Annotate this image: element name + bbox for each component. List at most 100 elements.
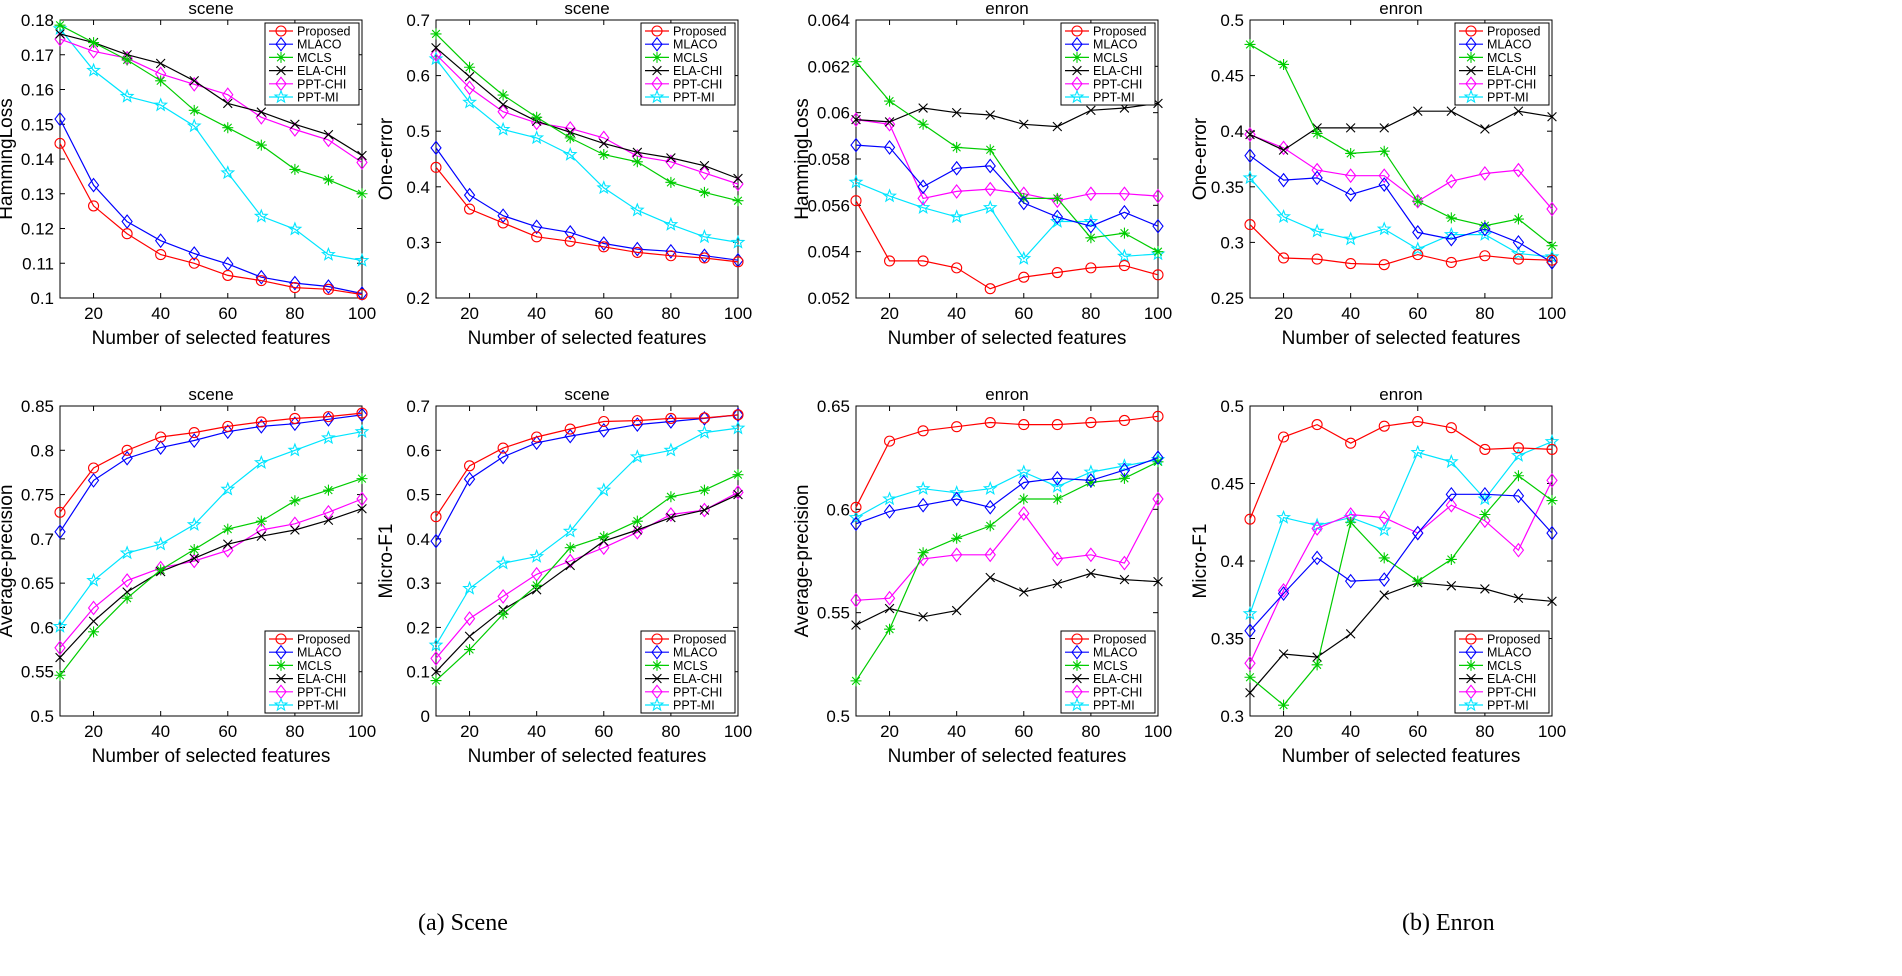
x-axis-label: Number of selected features — [92, 328, 331, 349]
legend-label: Proposed — [1487, 633, 1541, 647]
legend-label: MLACO — [673, 38, 718, 52]
data-point — [598, 236, 610, 251]
data-point — [1245, 129, 1255, 140]
y-tick-label: 0.06 — [817, 104, 850, 123]
legend-marker — [275, 644, 287, 660]
chart-panel: 0.5 0.55 0.6 0.65 0.7 0.75 0.8 0.85 20 40 60 80 100 s… — [0, 385, 376, 767]
data-point — [356, 407, 368, 419]
data-point — [356, 407, 368, 423]
data-point — [1152, 491, 1164, 507]
data-point — [1445, 553, 1457, 565]
data-point — [1244, 671, 1256, 683]
data-point — [1152, 246, 1164, 258]
data-point — [431, 43, 441, 53]
data-point — [631, 415, 643, 427]
data-point — [665, 243, 677, 259]
x-tick-label: 40 — [1341, 722, 1360, 741]
data-point — [1116, 458, 1132, 473]
series-mlaco — [850, 137, 1164, 234]
legend-marker — [1072, 65, 1082, 76]
data-point — [850, 516, 862, 532]
data-point — [1378, 552, 1390, 564]
data-point — [698, 165, 711, 181]
data-point — [154, 233, 167, 249]
data-point — [1018, 271, 1030, 283]
legend-label: PPT-CHI — [673, 77, 722, 91]
legend-label: Proposed — [297, 25, 351, 39]
data-point — [188, 543, 200, 555]
data-point — [699, 505, 710, 515]
data-point — [320, 246, 336, 261]
data-point — [1152, 410, 1164, 422]
data-point — [985, 110, 996, 120]
legend-label: ELA-CHI — [1487, 64, 1536, 78]
x-tick-label: 60 — [1014, 304, 1033, 323]
series-proposed — [850, 195, 1164, 295]
plot-frame — [59, 405, 363, 717]
data-point — [1480, 124, 1490, 134]
data-point — [1412, 575, 1424, 587]
series-line — [855, 144, 1159, 227]
x-tick-label: 40 — [151, 304, 170, 323]
legend-label: MLACO — [673, 646, 718, 660]
data-point — [730, 420, 746, 435]
x-tick-label: 20 — [460, 722, 479, 741]
legend-marker — [275, 51, 287, 63]
data-point — [1546, 254, 1558, 266]
x-tick-label: 40 — [1341, 304, 1360, 323]
legend-label: PPT-MI — [297, 91, 339, 105]
series-line — [855, 498, 1159, 601]
x-tick-label: 100 — [1538, 304, 1566, 323]
data-point — [732, 195, 744, 207]
data-point — [949, 209, 965, 224]
data-point — [1378, 572, 1390, 588]
data-point — [1446, 106, 1457, 116]
data-point — [1085, 472, 1097, 488]
data-point — [1051, 266, 1063, 279]
data-point — [121, 228, 133, 240]
data-point — [54, 111, 66, 127]
data-point — [1119, 574, 1130, 585]
data-point — [984, 144, 996, 156]
data-point — [462, 94, 478, 109]
data-point — [631, 241, 644, 257]
data-point — [1479, 443, 1491, 455]
data-point — [950, 160, 963, 176]
data-point — [1152, 218, 1164, 234]
data-point — [1085, 262, 1097, 274]
y-tick-label: 0.1 — [30, 289, 54, 308]
data-point — [322, 484, 334, 496]
legend-label: ELA-CHI — [297, 672, 346, 686]
y-tick-label: 0.7 — [406, 11, 430, 30]
data-point — [1278, 699, 1290, 711]
data-point — [222, 122, 234, 134]
data-point — [564, 423, 576, 435]
data-point — [1311, 170, 1323, 186]
data-point — [1378, 145, 1390, 157]
legend-label: PPT-MI — [673, 699, 715, 713]
y-tick-label: 0.13 — [21, 185, 54, 204]
data-point — [665, 507, 677, 522]
data-point — [1512, 470, 1524, 482]
data-point — [732, 469, 744, 481]
x-tick-label: 80 — [1081, 304, 1100, 323]
data-point — [1016, 464, 1032, 479]
legend-label: PPT-MI — [1093, 699, 1135, 713]
data-point — [1479, 220, 1491, 232]
data-point — [663, 442, 679, 457]
x-tick-label: 60 — [218, 722, 237, 741]
series-mlaco — [430, 140, 744, 268]
data-point — [1052, 578, 1063, 589]
data-point — [87, 43, 100, 59]
chart-title: scene — [564, 385, 609, 404]
data-point — [884, 255, 896, 267]
legend-label: ELA-CHI — [673, 672, 722, 686]
series-proposed — [430, 409, 744, 523]
data-point — [951, 421, 963, 433]
data-point — [562, 146, 578, 161]
x-tick-label: 80 — [285, 722, 304, 741]
y-tick-label: 0.4 — [406, 530, 430, 549]
legend-marker — [276, 673, 286, 684]
